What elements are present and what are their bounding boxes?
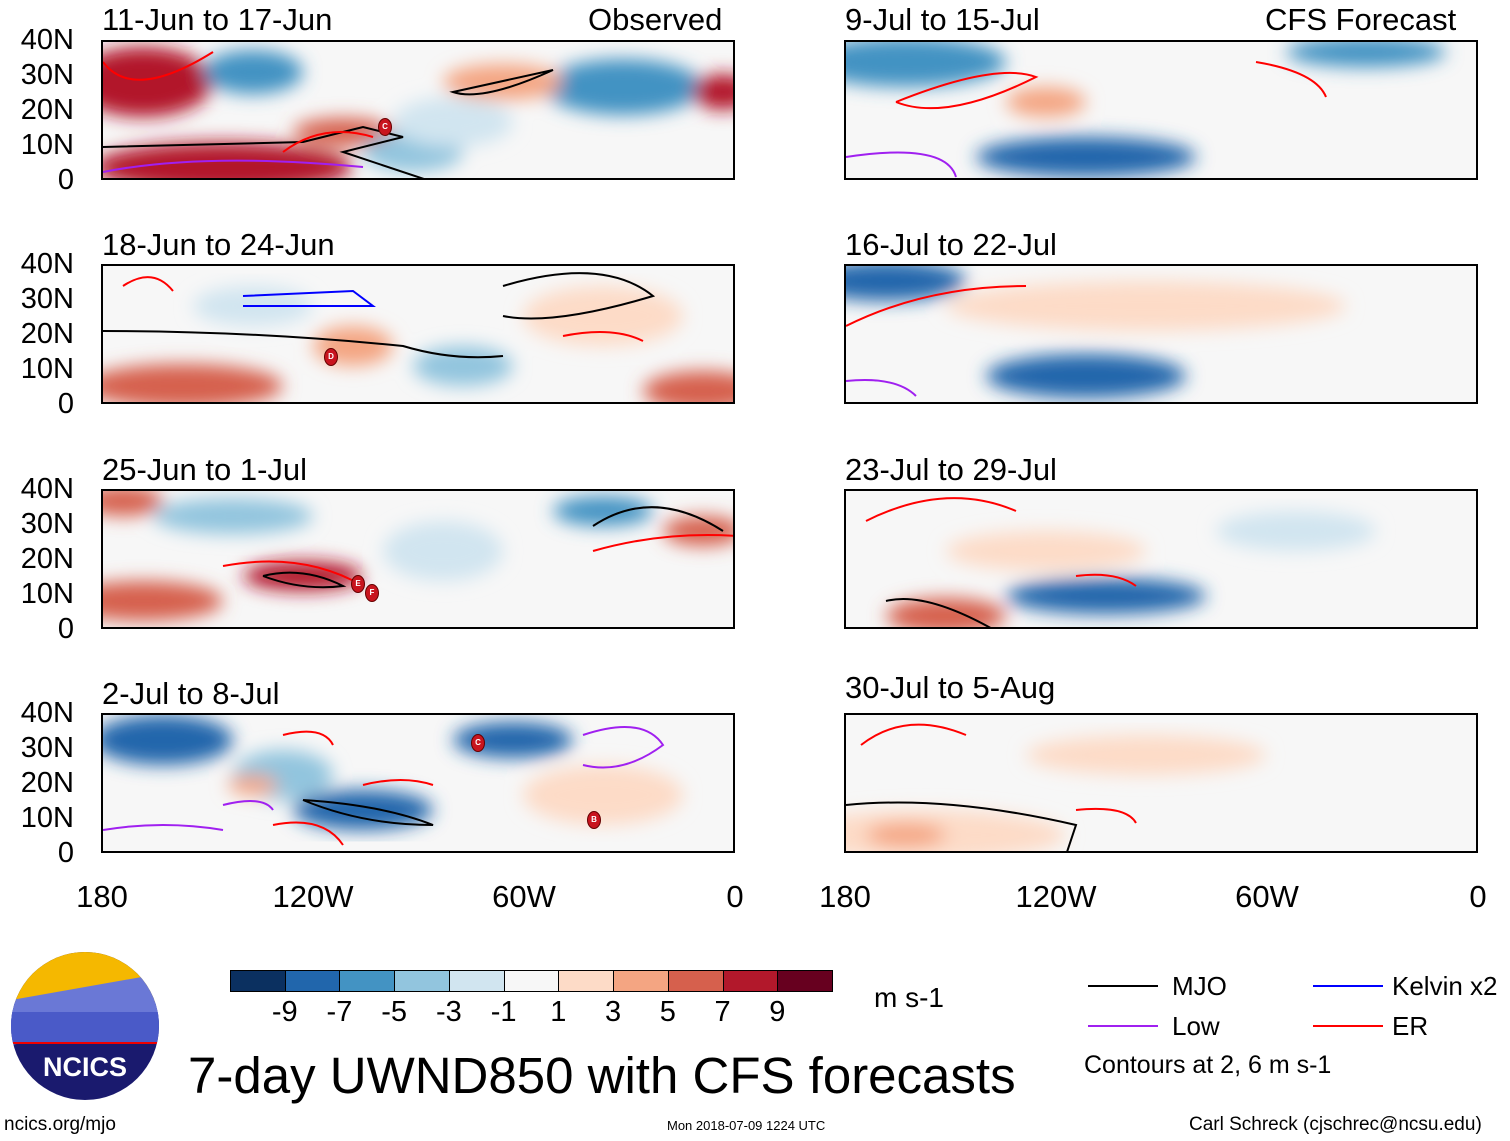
storm-marker[interactable]: C xyxy=(378,118,392,136)
colorbar-tick: -1 xyxy=(490,996,517,1028)
lat-label: 10N xyxy=(20,802,74,834)
map-panel-forecast-3 xyxy=(844,489,1478,629)
lat-label: 30N xyxy=(20,508,74,540)
lat-label: 20N xyxy=(20,543,74,575)
lon-label: 120W xyxy=(272,879,354,914)
colorbar-swatch xyxy=(613,970,669,992)
colorbar-swatch xyxy=(667,970,724,992)
panel-title: 25-Jun to 1-Jul xyxy=(102,452,308,487)
colorbar-swatch xyxy=(503,970,560,992)
lat-label: 0 xyxy=(57,164,74,196)
legend-kelvin-line xyxy=(1313,985,1383,987)
lat-label: 30N xyxy=(20,59,74,91)
colorbar-tick: -7 xyxy=(326,996,353,1028)
colorbar-tick: -3 xyxy=(436,996,462,1028)
legend-er: ER xyxy=(1392,1011,1429,1041)
colorbar-swatch xyxy=(339,970,396,992)
panel-title: 9-Jul to 15-Jul xyxy=(845,2,1040,37)
lon-label: 180 xyxy=(76,879,128,914)
map-panel-forecast-1 xyxy=(844,40,1478,180)
lat-label: 30N xyxy=(20,732,74,764)
lon-label: 180 xyxy=(819,879,871,914)
storm-marker[interactable]: E xyxy=(351,575,365,593)
map-panel-forecast-4 xyxy=(844,713,1478,853)
lat-label: 0 xyxy=(57,613,74,645)
panel-title: 23-Jul to 29-Jul xyxy=(845,452,1057,487)
storm-marker[interactable]: F xyxy=(365,584,379,602)
lat-label: 10N xyxy=(20,578,74,610)
colorbar-tick: 5 xyxy=(659,996,676,1028)
lat-label: 30N xyxy=(20,283,74,315)
map-panel-observed-3: E F xyxy=(101,489,735,629)
lat-label: 10N xyxy=(20,129,74,161)
colorbar-swatch xyxy=(230,970,286,992)
storm-marker[interactable]: D xyxy=(324,348,338,366)
panel-title: 16-Jul to 22-Jul xyxy=(845,227,1057,262)
colorbar-tick: 7 xyxy=(714,996,731,1028)
contour-note: Contours at 2, 6 m s-1 xyxy=(1084,1051,1332,1079)
lon-label: 120W xyxy=(1015,879,1097,914)
colorbar-tick: 1 xyxy=(550,996,567,1028)
panel-title: 30-Jul to 5-Aug xyxy=(845,670,1056,705)
footer-url[interactable]: ncics.org/mjo xyxy=(4,1114,116,1135)
legend-low: Low xyxy=(1172,1011,1220,1041)
colorbar-tick: -9 xyxy=(271,996,298,1028)
cfs-forecast-label: CFS Forecast xyxy=(1265,2,1457,37)
legend-low-line xyxy=(1088,1025,1158,1027)
storm-marker[interactable]: B xyxy=(587,811,601,829)
colorbar-units: m s-1 xyxy=(874,982,944,1013)
lon-label: 60W xyxy=(1235,879,1299,914)
lat-label: 0 xyxy=(57,837,74,869)
colorbar-swatch xyxy=(394,970,450,992)
colorbar-swatch xyxy=(722,970,779,992)
footer-credit: Carl Schreck (cjschrec@ncsu.edu) xyxy=(1189,1114,1482,1135)
lat-label: 20N xyxy=(20,318,74,350)
legend-mjo: MJO xyxy=(1172,971,1227,1001)
colorbar-tick: 3 xyxy=(605,996,622,1028)
ncics-logo: NCICS xyxy=(11,952,159,1100)
legend-kelvin: Kelvin x2 xyxy=(1392,971,1498,1001)
legend-er-line xyxy=(1313,1025,1383,1027)
lat-label: 40N xyxy=(20,697,74,729)
figure-title: 7-day UWND850 with CFS forecasts xyxy=(188,1047,1016,1104)
panel-title: 11-Jun to 17-Jun xyxy=(102,2,333,37)
lat-label: 20N xyxy=(20,767,74,799)
colorbar-swatch xyxy=(558,970,615,992)
panel-title: 18-Jun to 24-Jun xyxy=(102,227,335,262)
colorbar-swatch xyxy=(448,970,505,992)
map-panel-observed-4: C B xyxy=(101,713,735,853)
lat-label: 20N xyxy=(20,94,74,126)
lon-label: 0 xyxy=(1469,879,1487,914)
colorbar-tick: 9 xyxy=(769,996,786,1028)
colorbar-swatch xyxy=(284,970,341,992)
lat-label: 40N xyxy=(20,24,74,56)
lon-label: 0 xyxy=(726,879,744,914)
panel-title: 2-Jul to 8-Jul xyxy=(102,676,280,711)
lon-label: 60W xyxy=(492,879,556,914)
lat-label: 10N xyxy=(20,353,74,385)
footer-timestamp: Mon 2018-07-09 1224 UTC xyxy=(667,1118,826,1133)
lat-label: 40N xyxy=(20,473,74,505)
storm-marker[interactable]: C xyxy=(471,734,485,752)
lat-label: 0 xyxy=(57,388,74,420)
map-panel-forecast-2 xyxy=(844,264,1478,404)
legend-mjo-line xyxy=(1088,985,1158,987)
colorbar-tick: -5 xyxy=(381,996,408,1028)
observed-label: Observed xyxy=(588,2,723,37)
lat-label: 40N xyxy=(20,248,74,280)
map-panel-observed-2: D xyxy=(101,264,735,404)
map-panel-observed-1: C xyxy=(101,40,735,180)
colorbar-swatch xyxy=(777,970,833,992)
